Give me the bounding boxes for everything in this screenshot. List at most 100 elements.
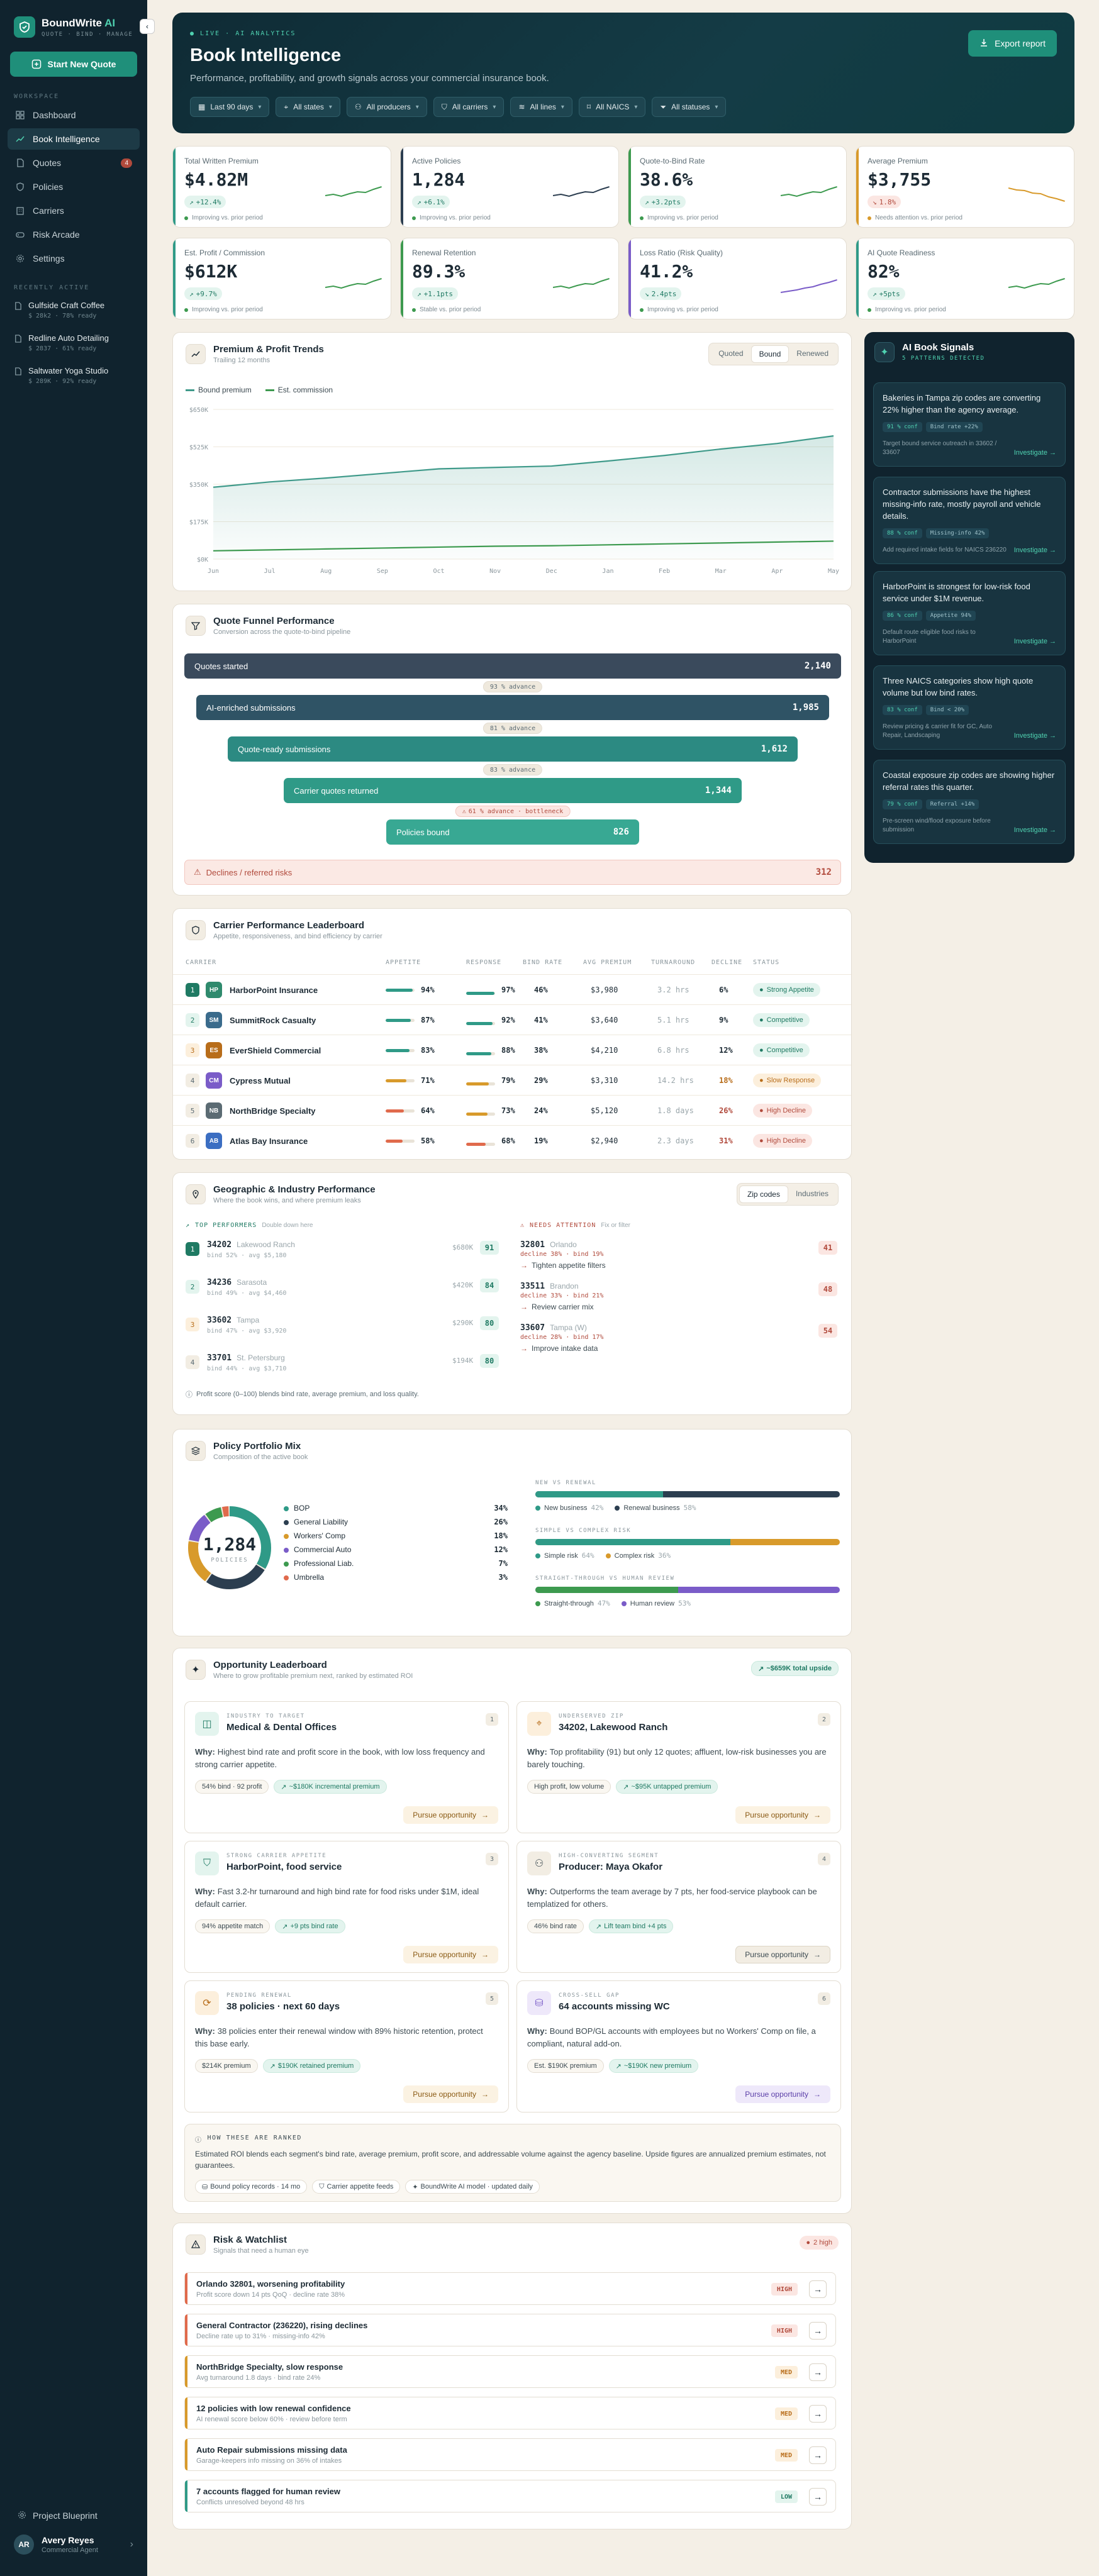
opportunity-card[interactable]: ◫ INDUSTRY TO TARGET Medical & Dental Offi… bbox=[184, 1701, 509, 1833]
risk-item[interactable]: 7 accounts flagged for human review Confl… bbox=[184, 2480, 836, 2512]
sidebar-item-dashboard[interactable]: Dashboard bbox=[8, 104, 140, 126]
funnel-stage[interactable]: Policies bound 826 bbox=[386, 819, 639, 845]
declines-row[interactable]: ⚠ Declines / referred risks 312 bbox=[184, 860, 841, 885]
split-bar[interactable] bbox=[535, 1491, 840, 1497]
start-new-quote-button[interactable]: Start New Quote bbox=[10, 52, 137, 77]
needs-attention-row[interactable]: 33607 Tampa (W) decline 28% · bind 17% → Imp… bbox=[520, 1321, 840, 1357]
risk-item[interactable]: NorthBridge Specialty, slow response Avg … bbox=[184, 2355, 836, 2388]
export-report-button[interactable]: Export report bbox=[968, 30, 1057, 57]
open-risk-button[interactable]: → bbox=[809, 2280, 827, 2298]
legend-row[interactable]: Commercial Auto 12% bbox=[284, 1545, 508, 1557]
collapse-sidebar-button[interactable]: ‹ bbox=[140, 19, 155, 34]
column-header[interactable]: RESPONSE bbox=[466, 959, 502, 966]
tab-industries[interactable]: Industries bbox=[795, 1189, 828, 1198]
kpi-card[interactable]: Loss Ratio (Risk Quality) 41.2% ↘ 2.4pts Imp… bbox=[628, 238, 847, 319]
table-row[interactable]: 3 ES EverShield Commercial 83% 88% 38% $4,210 6… bbox=[173, 1035, 851, 1066]
investigate-link[interactable]: Investigate → bbox=[1014, 546, 1056, 555]
donut-slice[interactable] bbox=[188, 1506, 271, 1589]
risk-item[interactable]: Orlando 32801, worsening profitability Pr… bbox=[184, 2272, 836, 2305]
table-row[interactable]: 6 AB Atlas Bay Insurance 58% 68% 19% $2,940 2.3… bbox=[173, 1125, 851, 1157]
open-risk-button[interactable]: → bbox=[809, 2322, 827, 2340]
investigate-link[interactable]: Investigate → bbox=[1014, 448, 1056, 457]
split-bar[interactable] bbox=[535, 1539, 840, 1545]
opportunity-card[interactable]: ⛉ STRONG CARRIER APPETITE HarborPoint, foo… bbox=[184, 1841, 509, 1973]
table-row[interactable]: 5 NB NorthBridge Specialty 64% 73% 24% $5,120 1… bbox=[173, 1095, 851, 1126]
tab-quoted[interactable]: Quoted bbox=[718, 349, 744, 358]
column-header[interactable]: BIND RATE bbox=[523, 959, 563, 966]
kpi-card[interactable]: Average Premium $3,755 ↘ 1.8% Needs attentio… bbox=[856, 146, 1074, 228]
filter-statuses[interactable]: ⏷ All statuses ▾ bbox=[652, 97, 727, 117]
donut-slice[interactable] bbox=[188, 1506, 271, 1589]
recent-item[interactable]: Gulfside Craft Coffee $ 28k2 · 78% ready bbox=[10, 296, 138, 328]
top-performer-row[interactable]: 1 34202 Lakewood Ranch bind 52% · avg $5,18… bbox=[186, 1238, 500, 1274]
table-row[interactable]: 1 HP HarborPoint Insurance 94% 97% 46% $3,980 3… bbox=[173, 974, 851, 1006]
sidebar-item-carriers[interactable]: Carriers bbox=[8, 200, 140, 221]
legend-row[interactable]: General Liability 26% bbox=[284, 1518, 508, 1529]
column-header[interactable]: AVG PREMIUM bbox=[583, 959, 632, 966]
needs-attention-row[interactable]: 32801 Orlando decline 38% · bind 19% → Tight… bbox=[520, 1238, 840, 1274]
risk-item[interactable]: 12 policies with low renewal confidence A… bbox=[184, 2397, 836, 2429]
opportunity-card[interactable]: ⌖ UNDERSERVED ZIP 34202, Lakewood Ranch 2 Wh… bbox=[516, 1701, 841, 1833]
column-header[interactable]: TURNAROUND bbox=[651, 959, 696, 966]
column-header[interactable]: DECLINE bbox=[711, 959, 743, 966]
sidebar-item-settings[interactable]: Settings bbox=[8, 248, 140, 269]
kpi-card[interactable]: Total Written Premium $4.82M ↗ +12.4% Improv… bbox=[172, 146, 391, 228]
legend-row[interactable]: Umbrella 3% bbox=[284, 1573, 508, 1584]
pursue-opportunity-button[interactable]: Pursue opportunity → bbox=[403, 1946, 498, 1963]
user-menu[interactable]: AR Avery Reyes Commercial Agent › bbox=[14, 2534, 133, 2555]
top-performer-row[interactable]: 3 33602 Tampa bind 47% · avg $3,920 $290K 80 bbox=[186, 1314, 500, 1349]
legend-row[interactable]: Workers' Comp 18% bbox=[284, 1531, 508, 1543]
legend-row[interactable]: Professional Liab. 7% bbox=[284, 1559, 508, 1570]
tab-zip-codes[interactable]: Zip codes bbox=[739, 1185, 788, 1203]
kpi-card[interactable]: Quote-to-Bind Rate 38.6% ↗ +3.2pts Improving… bbox=[628, 146, 847, 228]
pursue-opportunity-button[interactable]: Pursue opportunity → bbox=[735, 1806, 830, 1824]
investigate-link[interactable]: Investigate → bbox=[1014, 637, 1056, 646]
open-risk-button[interactable]: → bbox=[809, 2363, 827, 2381]
pursue-opportunity-button[interactable]: Pursue opportunity → bbox=[403, 2085, 498, 2103]
filter-carriers[interactable]: ⛉ All carriers ▾ bbox=[433, 97, 505, 117]
pursue-opportunity-button[interactable]: Pursue opportunity → bbox=[403, 1806, 498, 1824]
column-header[interactable]: CARRIER bbox=[186, 959, 217, 966]
top-performer-row[interactable]: 4 33701 St. Petersburg bind 44% · avg $3,71… bbox=[186, 1352, 500, 1387]
funnel-stage[interactable]: AI-enriched submissions 1,985 bbox=[196, 695, 829, 720]
sidebar-item-risk-arcade[interactable]: Risk Arcade bbox=[8, 224, 140, 245]
filter-date-range[interactable]: ▦ Last 90 days ▾ bbox=[190, 97, 270, 117]
funnel-stage[interactable]: Carrier quotes returned 1,344 bbox=[284, 778, 742, 803]
filter-states[interactable]: ⌖ All states ▾ bbox=[276, 97, 340, 117]
table-row[interactable]: 2 SM SummitRock Casualty 87% 92% 41% $3,640 5.1… bbox=[173, 1004, 851, 1036]
funnel-stage[interactable]: Quote-ready submissions 1,612 bbox=[228, 736, 798, 762]
kpi-card[interactable]: Active Policies 1,284 ↗ +6.1% Improving vs. … bbox=[400, 146, 619, 228]
risk-item[interactable]: Auto Repair submissions missing data Gara… bbox=[184, 2438, 836, 2471]
column-header[interactable]: APPETITE bbox=[386, 959, 421, 966]
table-row[interactable]: 4 CM Cypress Mutual 71% 79% 29% $3,310 14.2 hrs… bbox=[173, 1065, 851, 1096]
filter-producers[interactable]: ⚇ All producers ▾ bbox=[346, 97, 427, 117]
open-risk-button[interactable]: → bbox=[809, 2405, 827, 2423]
legend-row[interactable]: BOP 34% bbox=[284, 1504, 508, 1515]
split-bar[interactable] bbox=[535, 1587, 840, 1593]
filter-lines[interactable]: ≋ All lines ▾ bbox=[510, 97, 572, 117]
funnel-stage[interactable]: Quotes started 2,140 bbox=[184, 653, 841, 679]
kpi-card[interactable]: Renewal Retention 89.3% ↗ +1.1pts Stable vs.… bbox=[400, 238, 619, 319]
investigate-link[interactable]: Investigate → bbox=[1014, 731, 1056, 740]
top-performer-row[interactable]: 2 34236 Sarasota bind 49% · avg $4,460 $420K… bbox=[186, 1276, 500, 1311]
project-blueprint-link[interactable]: Project Blueprint bbox=[18, 2511, 98, 2521]
risk-item[interactable]: General Contractor (236220), rising decl… bbox=[184, 2314, 836, 2346]
pursue-opportunity-button[interactable]: Pursue opportunity → bbox=[735, 1946, 830, 1963]
pursue-opportunity-button[interactable]: Pursue opportunity → bbox=[735, 2085, 830, 2103]
opportunity-card[interactable]: ⚇ HIGH-CONVERTING SEGMENT Producer: Maya O… bbox=[516, 1841, 841, 1973]
kpi-card[interactable]: Est. Profit / Commission $612K ↗ +9.7% Impro… bbox=[172, 238, 391, 319]
investigate-link[interactable]: Investigate → bbox=[1014, 826, 1056, 835]
donut-slice[interactable] bbox=[188, 1506, 271, 1589]
tab-renewed[interactable]: Renewed bbox=[796, 349, 828, 358]
tab-bound[interactable]: Bound bbox=[750, 345, 789, 363]
open-risk-button[interactable]: → bbox=[809, 2446, 827, 2464]
sidebar-item-book-intelligence[interactable]: Book Intelligence bbox=[8, 128, 140, 150]
filter-naics[interactable]: ⌑ All NAICS ▾ bbox=[578, 97, 646, 117]
needs-attention-row[interactable]: 33511 Brandon decline 33% · bind 21% → Revie… bbox=[520, 1280, 840, 1315]
brand[interactable]: BoundWrite AI QUOTE · BIND · MANAGE bbox=[14, 16, 133, 38]
open-risk-button[interactable]: → bbox=[809, 2488, 827, 2506]
sidebar-item-policies[interactable]: Policies bbox=[8, 176, 140, 197]
recent-item[interactable]: Saltwater Yoga Studio $ 289K · 92% ready bbox=[10, 361, 138, 394]
opportunity-card[interactable]: ⟳ PENDING RENEWAL 38 policies · next 60 da… bbox=[184, 1980, 509, 2112]
opportunity-card[interactable]: ⛁ CROSS-SELL GAP 64 accounts missing WC 6 Wh… bbox=[516, 1980, 841, 2112]
